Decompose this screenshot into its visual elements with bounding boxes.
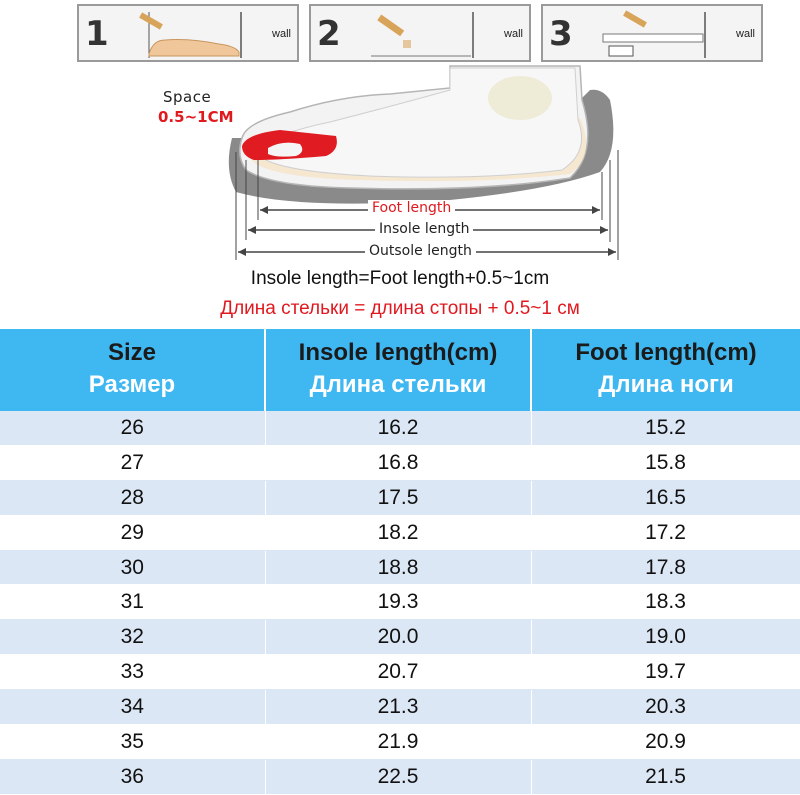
foot-length-cell: 21.5 xyxy=(531,759,800,795)
foot-length-cell: 17.2 xyxy=(531,515,800,551)
header-size-en: Size xyxy=(107,339,157,366)
shoe-diagram xyxy=(228,65,619,260)
table-row: 35 21.9 20.9 xyxy=(0,724,800,760)
wall-label: wall xyxy=(272,28,291,40)
step-2-panel: 2 wall xyxy=(309,4,531,62)
insole-length-cell: 18.8 xyxy=(265,550,532,586)
step-1-panel: 1 wall xyxy=(77,4,299,62)
insole-length-label: Insole length xyxy=(375,221,474,237)
insole-length-cell: 22.5 xyxy=(265,759,532,795)
size-cell: 28 xyxy=(0,480,266,516)
table-row: 36 22.5 21.5 xyxy=(0,759,800,795)
header-foot-length: Foot length(cm) Длина ноги xyxy=(531,329,800,411)
foot-against-wall-icon xyxy=(139,12,242,58)
insole-length-cell: 17.5 xyxy=(265,480,532,516)
insole-length-cell: 20.0 xyxy=(265,619,532,656)
table-row: 27 16.8 15.8 xyxy=(0,445,800,481)
insole-length-cell: 19.3 xyxy=(265,584,532,621)
formula-russian: Длина стельки = длина стопы + 0.5~1 см xyxy=(220,298,580,319)
foot-length-cell: 17.8 xyxy=(531,550,800,586)
header-size: Size Размер xyxy=(0,329,266,411)
step-number: 3 xyxy=(549,14,573,54)
step-number: 1 xyxy=(85,14,109,54)
insole-length-cell: 21.3 xyxy=(265,689,532,726)
size-cell: 36 xyxy=(0,759,266,795)
header-insole-en: Insole length(cm) xyxy=(298,339,498,366)
table-row: 26 16.2 15.2 xyxy=(0,411,800,446)
foot-length-cell: 15.2 xyxy=(531,411,800,446)
foot-length-cell: 19.0 xyxy=(531,619,800,656)
header-size-ru: Размер xyxy=(88,371,176,398)
wall-label: wall xyxy=(736,28,755,40)
foot-length-cell: 19.7 xyxy=(531,654,800,691)
header-foot-en: Foot length(cm) xyxy=(575,339,757,366)
size-cell: 33 xyxy=(0,654,266,691)
table-row: 33 20.7 19.7 xyxy=(0,654,800,691)
insole-length-cell: 20.7 xyxy=(265,654,532,691)
step-number: 2 xyxy=(317,14,341,54)
size-cell: 27 xyxy=(0,445,266,481)
size-table: Size Размер Insole length(cm) Длина стел… xyxy=(0,329,800,795)
foot-length-cell: 16.5 xyxy=(531,480,800,516)
foot-length-cell: 20.9 xyxy=(531,724,800,760)
foot-length-cell: 20.3 xyxy=(531,689,800,726)
insole-length-cell: 16.2 xyxy=(265,411,532,446)
size-cell: 31 xyxy=(0,584,266,621)
wall-label: wall xyxy=(504,28,523,40)
size-cell: 35 xyxy=(0,724,266,760)
table-row: 29 18.2 17.2 xyxy=(0,515,800,551)
table-row: 30 18.8 17.8 xyxy=(0,550,800,586)
foot-length-cell: 15.8 xyxy=(531,445,800,481)
insole-length-cell: 18.2 xyxy=(265,515,532,551)
mark-heel-icon xyxy=(371,12,474,58)
size-cell: 26 xyxy=(0,411,266,446)
header-insole-ru: Длина стельки xyxy=(309,371,487,398)
foot-length-label: Foot length xyxy=(368,200,456,216)
table-header-row: Size Размер Insole length(cm) Длина стел… xyxy=(0,329,800,411)
space-label: Space xyxy=(163,88,212,106)
insole-length-cell: 16.8 xyxy=(265,445,532,481)
measurement-steps: 1 wall 2 wall 3 wall xyxy=(77,4,763,64)
size-cell: 34 xyxy=(0,689,266,726)
header-insole-length: Insole length(cm) Длина стельки xyxy=(265,329,532,411)
table-row: 34 21.3 20.3 xyxy=(0,689,800,726)
space-value: 0.5~1CM xyxy=(158,108,234,126)
size-cell: 30 xyxy=(0,550,266,586)
outsole-length-label: Outsole length xyxy=(365,243,476,259)
step-3-panel: 3 wall xyxy=(541,4,763,62)
size-cell: 32 xyxy=(0,619,266,656)
table-row: 28 17.5 16.5 xyxy=(0,480,800,516)
size-cell: 29 xyxy=(0,515,266,551)
foot-length-cell: 18.3 xyxy=(531,584,800,621)
table-row: 32 20.0 19.0 xyxy=(0,619,800,656)
header-foot-ru: Длина ноги xyxy=(598,371,734,398)
ruler-measure-icon xyxy=(602,10,706,58)
insole-length-cell: 21.9 xyxy=(265,724,532,760)
table-row: 31 19.3 18.3 xyxy=(0,584,800,621)
formula-english: Insole length=Foot length+0.5~1cm xyxy=(250,268,550,289)
